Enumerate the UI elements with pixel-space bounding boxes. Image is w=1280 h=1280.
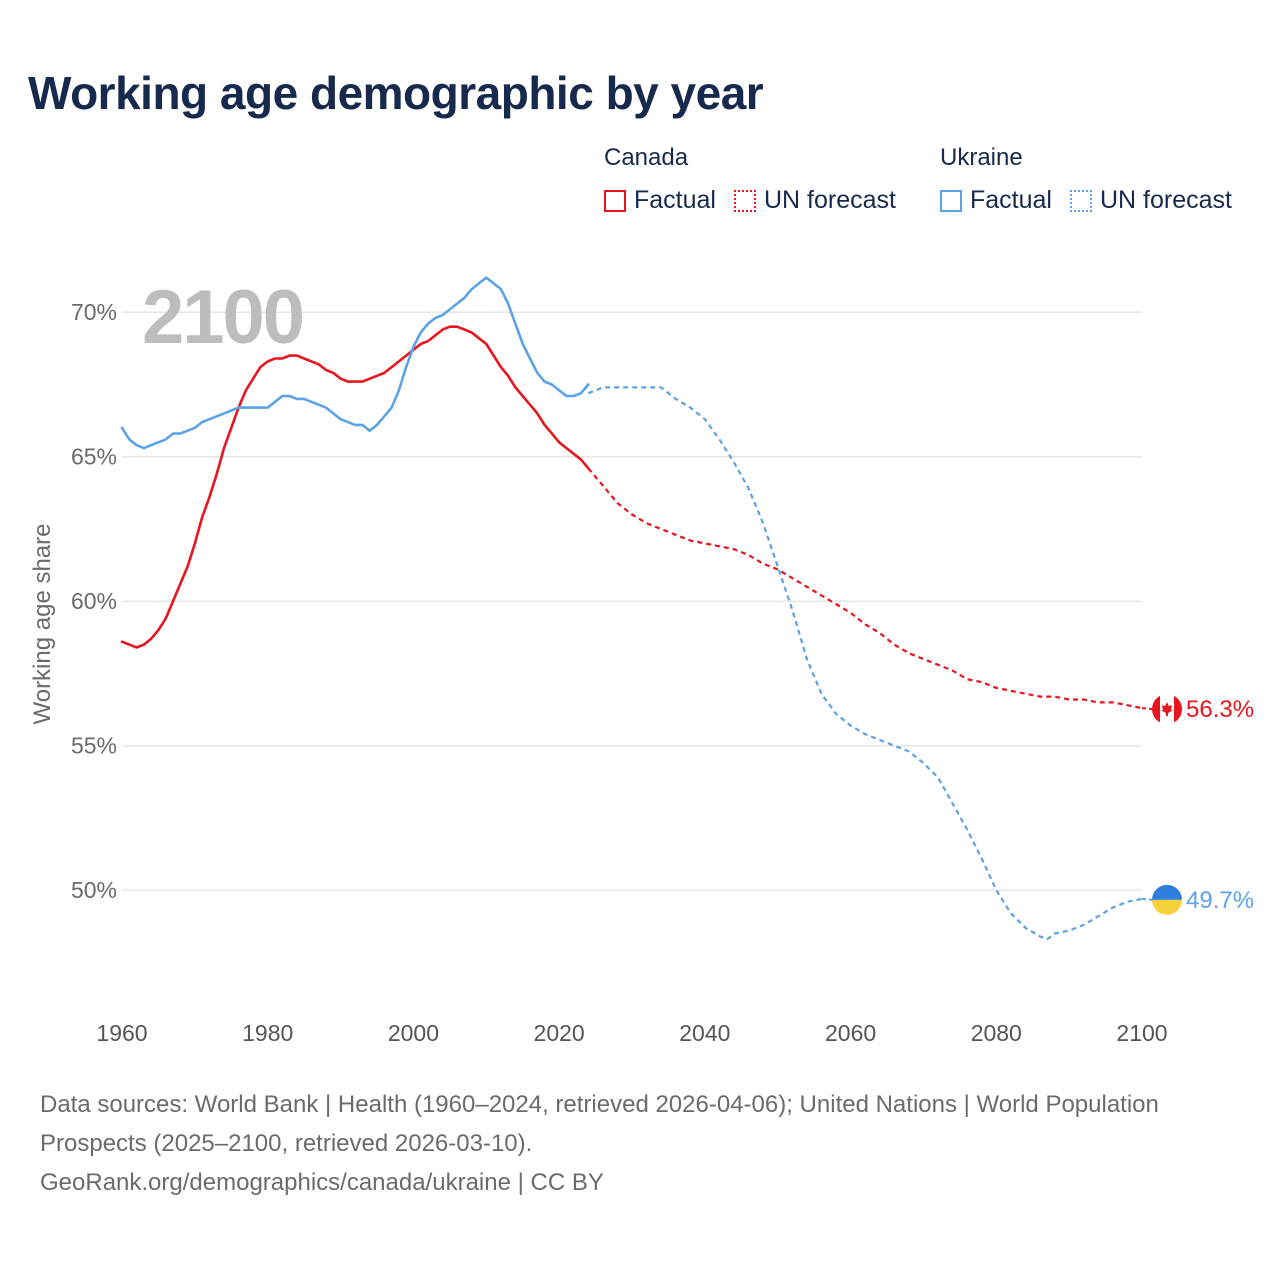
y-tick-label: 60% <box>71 588 117 614</box>
ukraine-end-connector <box>1141 897 1154 901</box>
x-tick-label: 1960 <box>96 1020 147 1046</box>
credit-link[interactable]: GeoRank.org/demographics/canada/ukraine … <box>40 1169 604 1196</box>
grid-lines <box>122 311 1142 891</box>
x-tick-label: 2080 <box>971 1020 1022 1046</box>
dotted-swatch-icon <box>1069 189 1092 212</box>
y-axis-ticks: 50% 55% 60% 65% 70% <box>71 299 117 903</box>
y-tick-label: 65% <box>71 444 117 470</box>
x-axis-ticks: 1960 1980 2000 2020 2040 2060 2080 2100 <box>96 1020 1167 1046</box>
legend-label: UN forecast <box>763 186 896 214</box>
legend-label: Factual <box>970 186 1052 214</box>
x-tick-label: 2100 <box>1116 1020 1167 1046</box>
year-watermark: 2100 <box>142 275 303 360</box>
ukraine-end-value: 49.7% <box>1186 887 1254 914</box>
solid-swatch-icon <box>940 189 962 212</box>
canada-flag-icon <box>1152 694 1182 725</box>
ukraine-factual-line[interactable] <box>120 276 590 450</box>
y-tick-label: 70% <box>71 299 117 325</box>
solid-swatch-icon <box>604 189 626 212</box>
y-axis-label: Working age share <box>29 524 56 725</box>
y-tick-label: 55% <box>71 733 117 759</box>
series-lines <box>120 276 1143 941</box>
legend-ukraine-forecast[interactable]: UN forecast <box>1069 186 1232 215</box>
legend-canada: Canada Factual UN forecast <box>604 142 896 215</box>
legend-canada-forecast[interactable]: UN forecast <box>733 186 896 215</box>
x-tick-label: 2000 <box>388 1020 439 1046</box>
y-tick-label: 50% <box>71 877 117 903</box>
data-sources: Data sources: World Bank | Health (1960–… <box>40 1091 1159 1157</box>
canada-end-value: 56.3% <box>1186 696 1254 723</box>
ukraine-forecast-line[interactable] <box>587 386 1143 941</box>
x-tick-label: 1980 <box>242 1020 293 1046</box>
ukraine-flag-icon <box>1152 884 1182 915</box>
legend-ukraine-factual[interactable]: Factual <box>940 186 1052 215</box>
legend-ukraine: Ukraine Factual UN forecast <box>940 142 1232 215</box>
legend-label: UN forecast <box>1099 186 1232 214</box>
canada-end-connector <box>1141 707 1154 711</box>
legend-title-canada: Canada <box>604 144 689 171</box>
x-tick-label: 2060 <box>825 1020 876 1046</box>
legend-label: Factual <box>634 186 716 214</box>
end-markers: 56.3% 49.7% <box>1141 694 1254 915</box>
x-tick-label: 2040 <box>679 1020 730 1046</box>
canada-forecast-line[interactable] <box>587 467 1143 710</box>
canada-factual-line[interactable] <box>120 325 590 649</box>
legend-canada-factual[interactable]: Factual <box>604 186 716 215</box>
footer: Data sources: World Bank | Health (1960–… <box>40 1085 1220 1202</box>
dotted-swatch-icon <box>733 189 756 212</box>
x-tick-label: 2020 <box>534 1020 585 1046</box>
page-title: Working age demographic by year <box>28 67 764 119</box>
legend-title-ukraine: Ukraine <box>940 144 1023 171</box>
